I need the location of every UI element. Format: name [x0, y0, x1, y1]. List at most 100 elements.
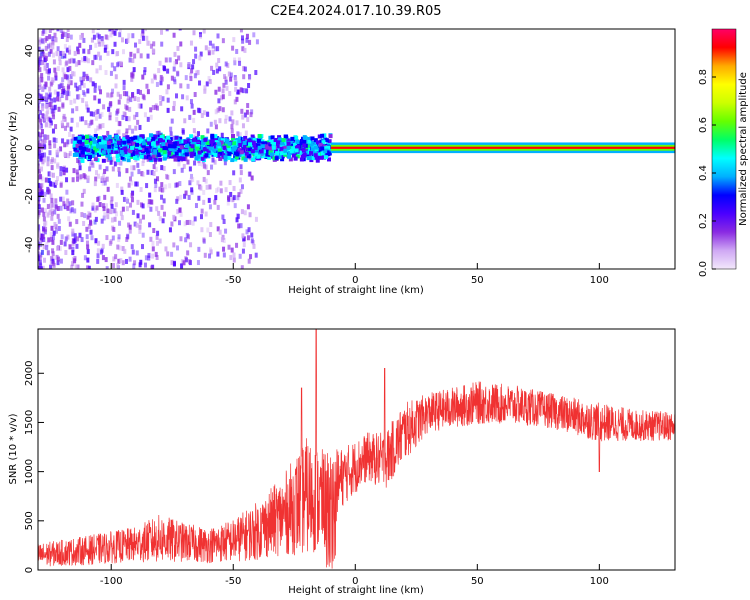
- spectral-pixel: [102, 215, 106, 221]
- spectral-pixel: [206, 128, 210, 134]
- spectral-pixel: [270, 135, 275, 140]
- spectral-pixel: [118, 29, 122, 33]
- spectral-pixel: [271, 145, 276, 150]
- spectral-pixel: [130, 244, 134, 250]
- spectral-pixel: [199, 185, 203, 191]
- spectral-pixel: [56, 29, 60, 32]
- spectral-pixel: [54, 124, 58, 130]
- spectral-pixel: [54, 228, 58, 234]
- spectral-pixel: [82, 142, 87, 147]
- spectral-pixel: [135, 181, 139, 187]
- spectral-pixel: [286, 141, 291, 146]
- spectral-pixel: [186, 83, 190, 89]
- spectral-pixel: [38, 103, 40, 109]
- spectral-pixel: [136, 89, 140, 95]
- spectral-pixel: [121, 260, 125, 266]
- spectral-pixel: [125, 91, 129, 97]
- spectral-pixel: [199, 51, 203, 57]
- spectral-pixel: [162, 146, 167, 151]
- spectral-pixel: [97, 152, 102, 157]
- spectral-pixel: [154, 182, 158, 188]
- spectral-pixel: [38, 46, 41, 52]
- spectral-pixel: [122, 85, 126, 91]
- spectral-pixel: [322, 133, 327, 138]
- spectral-pixel: [69, 74, 73, 80]
- spectral-pixel: [233, 157, 238, 162]
- spectral-pixel: [43, 137, 47, 143]
- spectral-pixel: [38, 168, 41, 174]
- spectral-pixel: [290, 136, 295, 141]
- spectral-pixel: [38, 75, 41, 81]
- x-tick-label: 100: [590, 576, 609, 587]
- spectral-pixel: [173, 60, 177, 66]
- x-tick-label: -100: [100, 275, 123, 286]
- spectral-pixel: [96, 108, 100, 114]
- spectral-pixel: [63, 241, 67, 247]
- spectral-pixel: [199, 33, 203, 39]
- spectral-pixel: [319, 155, 324, 160]
- spectral-pixel: [191, 220, 195, 226]
- spectral-pixel: [239, 150, 244, 155]
- spectral-pixel: [170, 118, 174, 124]
- spectral-pixel: [183, 118, 187, 124]
- spectral-pixel: [202, 199, 206, 205]
- spectral-pixel: [80, 80, 84, 86]
- spectral-pixel: [307, 139, 312, 144]
- spectral-pixel: [146, 116, 150, 122]
- spectral-pixel: [109, 101, 113, 107]
- spectral-pixel: [59, 258, 63, 264]
- spectral-pixel: [208, 79, 212, 85]
- spectral-pixel: [69, 99, 73, 105]
- spectral-pixel: [190, 144, 195, 149]
- spectral-pixel: [186, 159, 190, 165]
- spectral-pixel: [233, 60, 237, 66]
- spectral-pixel: [158, 186, 162, 192]
- spectral-pixel: [38, 240, 40, 246]
- spectral-pixel: [113, 41, 117, 47]
- spectral-pixel: [64, 31, 68, 37]
- spectral-pixel: [98, 113, 102, 119]
- spectral-pixel: [143, 29, 147, 32]
- spectral-pixel: [42, 211, 46, 217]
- snr-series-line: [38, 329, 675, 569]
- spectral-pixel: [136, 146, 141, 151]
- spectral-pixel: [222, 145, 227, 150]
- spectral-pixel: [120, 186, 124, 192]
- spectral-pixel: [81, 135, 86, 140]
- spectral-pixel: [56, 96, 60, 102]
- spectral-pixel: [148, 133, 153, 138]
- spectral-pixel: [215, 136, 220, 141]
- spectral-pixel: [127, 116, 131, 122]
- spectral-pixel: [75, 143, 80, 148]
- spectral-pixel: [121, 114, 125, 120]
- spectral-pixel: [44, 226, 48, 232]
- spectral-pixel: [45, 103, 49, 109]
- spectral-pixel: [135, 112, 139, 118]
- spectral-pixel: [118, 121, 122, 127]
- spectral-pixel: [218, 156, 223, 161]
- spectral-pixel: [49, 207, 53, 213]
- spectral-pixel: [177, 55, 181, 61]
- spectral-pixel: [38, 186, 42, 192]
- spectral-pixel: [128, 149, 133, 154]
- spectral-pixel: [173, 157, 178, 162]
- spectral-pixel: [312, 149, 317, 154]
- spectral-pixel: [62, 115, 66, 121]
- spectral-pixel: [191, 176, 195, 182]
- spectral-pixel: [220, 142, 225, 147]
- spectral-pixel: [87, 210, 91, 216]
- spectral-pixel: [239, 164, 243, 170]
- spectral-pixel: [89, 162, 93, 168]
- x-tick-label: -100: [100, 576, 123, 587]
- spectral-pixel: [65, 60, 69, 66]
- spectral-pixel: [62, 166, 66, 172]
- spectral-pixel: [98, 123, 102, 129]
- spectral-pixel: [259, 149, 264, 154]
- spectral-pixel: [306, 156, 311, 161]
- spectral-pixel: [55, 152, 59, 158]
- spectral-pixel: [48, 117, 52, 123]
- spectral-pixel: [45, 111, 49, 117]
- spectral-pixel: [45, 62, 49, 68]
- spectral-pixel: [171, 154, 176, 159]
- spectral-pixel: [162, 150, 167, 155]
